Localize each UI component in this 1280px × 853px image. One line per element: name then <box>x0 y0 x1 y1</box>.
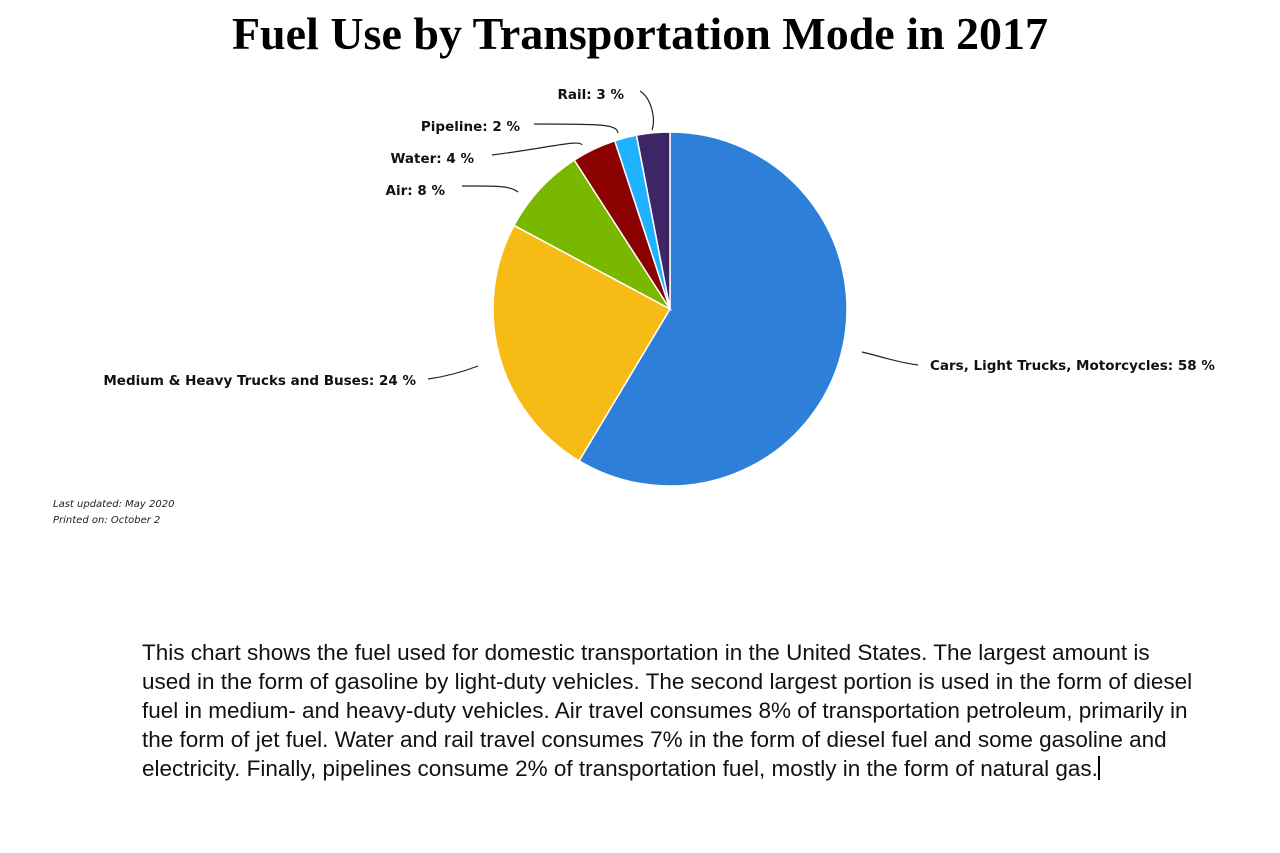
printed-on-note: Printed on: October 2 <box>53 515 161 526</box>
label-connector-4 <box>533 123 619 134</box>
slice-label-2: Air: 8 % <box>386 183 446 199</box>
pie-slice-1 <box>492 224 672 462</box>
slice-label-3: Water: 4 % <box>390 151 474 167</box>
description-body: This chart shows the fuel used for domes… <box>142 640 1193 781</box>
last-updated-note: Last updated: May 2020 <box>53 499 175 510</box>
slice-label-4: Pipeline: 2 % <box>421 119 521 135</box>
pie-slice-2 <box>512 159 673 312</box>
slice-label-5: Rail: 3 % <box>558 87 625 103</box>
label-connector-5 <box>639 90 654 131</box>
slice-label-0: Cars, Light Trucks, Motorcycles: 58 % <box>930 358 1215 374</box>
label-connector-0 <box>861 351 919 366</box>
slice-label-1: Medium & Heavy Trucks and Buses: 24 % <box>103 373 416 389</box>
pie-chart: Cars, Light Trucks, Motorcycles: 58 % Med… <box>103 87 1215 487</box>
pie-slice-0 <box>578 131 848 487</box>
label-connector-1 <box>427 365 479 380</box>
label-connector-3 <box>491 142 583 156</box>
pie-slice-5 <box>635 131 671 310</box>
chart-title: Fuel Use by Transportation Mode in 2017 <box>231 8 1049 59</box>
description-text: This chart shows the fuel used for domes… <box>142 638 1202 783</box>
text-cursor <box>1097 756 1100 780</box>
label-connector-2 <box>461 185 519 193</box>
